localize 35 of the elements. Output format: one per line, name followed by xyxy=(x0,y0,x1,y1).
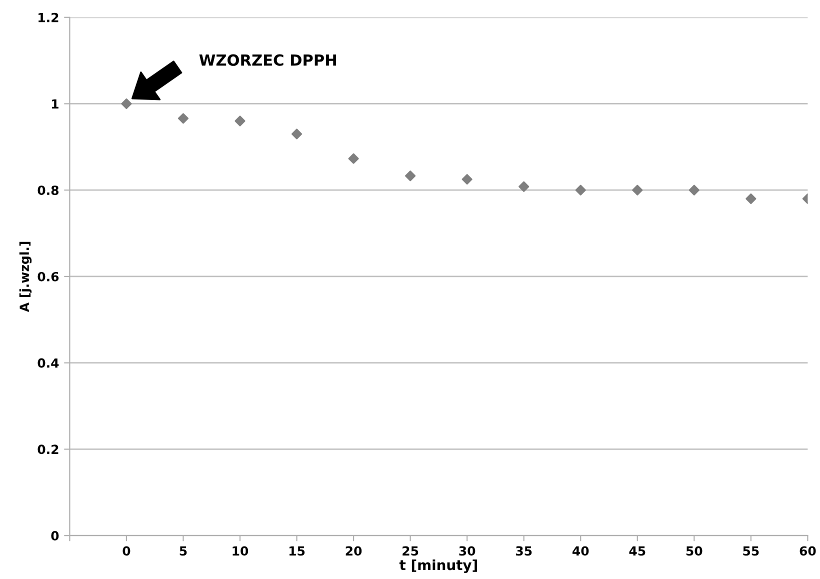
x-tick-label: 60 xyxy=(800,546,816,556)
y-tick-label: 0.6 xyxy=(38,272,59,282)
x-tick-label: 5 xyxy=(180,546,187,556)
x-tick-label: 15 xyxy=(289,546,305,556)
y-tick-label: 1 xyxy=(52,99,58,108)
annotation: WZORZEC DPPH xyxy=(199,54,336,66)
point xyxy=(632,184,643,196)
x-tick-label: 25 xyxy=(402,546,418,556)
point xyxy=(291,128,302,140)
point xyxy=(348,153,359,164)
y-tick-label: 0.4 xyxy=(38,358,59,368)
x-tick-label: 45 xyxy=(629,546,646,556)
y-tick-label: 0.2 xyxy=(38,444,58,454)
y-tick-label: 0.8 xyxy=(38,186,59,196)
y-tick-label: 1.2 xyxy=(38,12,58,22)
x-tick-label: 20 xyxy=(346,546,362,556)
point xyxy=(575,184,586,196)
point xyxy=(688,184,700,196)
x-tick-label: 30 xyxy=(459,546,476,556)
x-tick-label: 35 xyxy=(516,546,532,556)
y-axis-title: A [j.wzgl.] xyxy=(19,242,32,312)
x-tick-label: 50 xyxy=(686,546,702,556)
point xyxy=(178,113,189,124)
y-tick-label: 0 xyxy=(51,531,59,540)
point xyxy=(746,193,756,204)
x-tick-label: 40 xyxy=(572,546,589,556)
point xyxy=(234,116,246,126)
x-tick-label: 0 xyxy=(122,546,130,556)
point xyxy=(121,98,132,110)
x-axis-title: t [minuty] xyxy=(399,559,477,574)
x-tick-label: 55 xyxy=(743,546,759,556)
point xyxy=(518,181,530,192)
x-tick-label: 10 xyxy=(232,546,248,556)
point xyxy=(405,170,416,182)
point xyxy=(462,174,472,185)
